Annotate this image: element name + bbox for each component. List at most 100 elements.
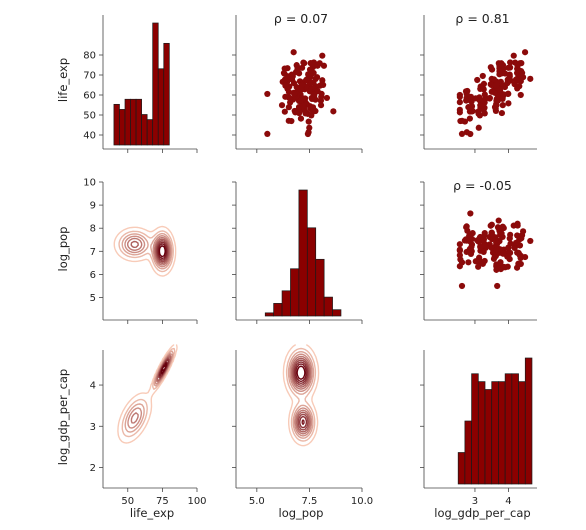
histogram-bar xyxy=(477,381,486,485)
scatter-point xyxy=(518,69,526,77)
kde-contour xyxy=(285,347,317,442)
scatter-point xyxy=(502,70,509,77)
kde-contour xyxy=(160,362,168,375)
scatter-point xyxy=(515,249,522,257)
kde-contour xyxy=(113,225,177,277)
scatter-point xyxy=(481,91,488,98)
y-tick-label: 60 xyxy=(83,91,96,102)
x-tick-label: 75 xyxy=(156,496,169,507)
y-tick-label: 2 xyxy=(90,463,96,474)
scatter-point xyxy=(488,81,495,89)
y-tick-label: 70 xyxy=(83,71,96,82)
scatter-point xyxy=(477,102,484,109)
kde-contour xyxy=(291,357,311,433)
x-tick-label: 100 xyxy=(187,496,206,507)
y-tick-label: 5 xyxy=(90,293,96,304)
histogram-bar xyxy=(135,98,142,146)
y-tick-label: 6 xyxy=(90,270,96,281)
scatter-point xyxy=(493,263,500,270)
histogram-bar xyxy=(141,114,148,146)
y-tick-label: 7 xyxy=(90,247,96,258)
scatter-point xyxy=(301,60,308,67)
scatter-point xyxy=(496,68,503,75)
kde-contour xyxy=(155,240,169,263)
scatter-point xyxy=(488,244,495,251)
scatter-point xyxy=(303,76,310,83)
scatter-point xyxy=(302,110,309,117)
kde-contour xyxy=(121,232,173,270)
histogram-bar xyxy=(524,357,533,485)
scatter-point xyxy=(320,81,327,88)
scatter-point xyxy=(498,61,505,68)
histogram-bar xyxy=(491,381,499,485)
scatter-point xyxy=(479,72,486,80)
scatter-point xyxy=(467,250,475,258)
histogram-bar xyxy=(471,373,479,485)
kde-contour xyxy=(282,344,320,447)
panel-1-0: 5 6 7 8 9 10 xyxy=(83,178,198,324)
scatter-point xyxy=(480,248,487,255)
panel-2-0: 50 75 100 2 3 4 xyxy=(90,344,207,507)
scatter-point xyxy=(456,93,463,100)
kde-contour xyxy=(292,359,310,431)
histogram-bar xyxy=(130,98,137,146)
scatter-point xyxy=(507,240,514,247)
scatter-point xyxy=(462,88,470,95)
scatter-point xyxy=(527,75,534,82)
scatter-point xyxy=(297,115,305,122)
scatter-point xyxy=(281,70,288,77)
scatter-point xyxy=(466,115,473,122)
x-axis-label: life_exp xyxy=(130,506,174,520)
histogram-bar xyxy=(273,303,283,317)
scatter-point xyxy=(518,232,526,239)
scatter-point xyxy=(510,52,517,59)
scatter-point xyxy=(319,52,326,59)
scatter-point xyxy=(507,64,514,71)
scatter-point xyxy=(458,130,466,138)
x-tick-label: 4 xyxy=(505,496,511,507)
y-tick-label: 80 xyxy=(83,51,96,62)
scatter-point xyxy=(456,99,463,106)
y-axis-label: log_pop xyxy=(56,227,70,272)
panel-1-1 xyxy=(232,181,363,324)
scatter-point xyxy=(287,99,294,106)
scatter-point xyxy=(493,246,500,253)
scatter-point xyxy=(474,237,481,244)
scatter-point xyxy=(282,93,289,100)
scatter-point xyxy=(290,49,297,56)
scatter-point xyxy=(479,85,487,92)
scatter-point xyxy=(497,259,504,266)
scatter-point xyxy=(474,76,481,84)
panel-0-0: 40 50 60 70 80 xyxy=(83,15,198,153)
scatter-point xyxy=(281,65,288,72)
x-tick-label: 5.0 xyxy=(249,496,265,507)
scatter-point xyxy=(489,232,496,239)
histogram-bar xyxy=(298,189,308,317)
kde-contour xyxy=(130,238,170,264)
y-tick-label: 40 xyxy=(83,131,96,142)
scatter-point xyxy=(467,210,474,217)
scatter-point xyxy=(288,117,295,125)
scatter-point xyxy=(507,59,514,66)
scatter-point xyxy=(486,94,493,102)
scatter-point xyxy=(488,66,496,73)
scatter-point xyxy=(499,95,506,103)
kde-contour xyxy=(117,344,178,444)
scatter-point xyxy=(521,253,529,261)
scatter-point xyxy=(493,97,500,104)
scatter-point xyxy=(499,102,506,109)
histogram-bar xyxy=(119,109,126,146)
scatter-point xyxy=(475,124,482,131)
histogram-bar xyxy=(290,268,300,317)
y-tick-label: 10 xyxy=(83,178,96,189)
y-tick-label: 9 xyxy=(90,201,96,212)
histogram-bar xyxy=(498,381,506,485)
scatter-point xyxy=(517,78,524,85)
scatter-point xyxy=(504,76,511,83)
scatter-point xyxy=(457,117,464,125)
histogram-bar xyxy=(157,68,165,146)
scatter-point xyxy=(496,86,504,93)
scatter-point xyxy=(288,76,296,83)
scatter-point xyxy=(516,60,524,67)
